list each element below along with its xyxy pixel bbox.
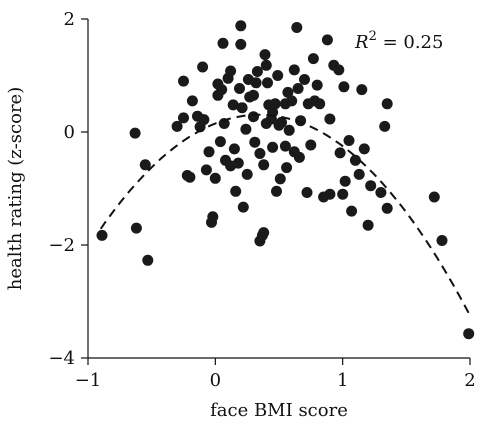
data-point bbox=[261, 60, 272, 71]
data-point bbox=[346, 206, 357, 217]
data-point bbox=[258, 227, 269, 238]
data-point bbox=[142, 255, 153, 266]
data-point bbox=[271, 186, 282, 197]
data-point bbox=[270, 98, 281, 109]
data-point bbox=[262, 77, 273, 88]
data-point bbox=[187, 95, 198, 106]
data-point bbox=[201, 164, 212, 175]
data-point bbox=[299, 74, 310, 85]
data-point bbox=[312, 80, 323, 91]
y-tick-label: 2 bbox=[64, 9, 75, 30]
data-point bbox=[260, 49, 271, 60]
data-point bbox=[463, 328, 474, 339]
data-point bbox=[363, 220, 374, 231]
data-point bbox=[294, 152, 305, 163]
data-point bbox=[335, 147, 346, 158]
data-point bbox=[324, 114, 335, 125]
data-point bbox=[267, 142, 278, 153]
data-point bbox=[238, 202, 249, 213]
data-point bbox=[230, 186, 241, 197]
data-point bbox=[251, 77, 262, 88]
data-point bbox=[210, 173, 221, 184]
data-point bbox=[235, 20, 246, 31]
r-squared-equals: = bbox=[377, 32, 404, 53]
data-point bbox=[178, 112, 189, 123]
data-point bbox=[375, 187, 386, 198]
data-point bbox=[365, 180, 376, 191]
data-point bbox=[305, 140, 316, 151]
x-axis-title: face BMI score bbox=[210, 400, 348, 421]
data-point bbox=[382, 98, 393, 109]
data-point bbox=[237, 102, 248, 113]
data-point bbox=[218, 38, 229, 49]
x-tick-label: 2 bbox=[464, 370, 475, 391]
data-point bbox=[379, 121, 390, 132]
data-point bbox=[248, 111, 259, 122]
x-tick-label: −1 bbox=[75, 370, 102, 391]
data-point bbox=[248, 90, 259, 101]
data-point bbox=[216, 84, 227, 95]
data-point bbox=[184, 172, 195, 183]
data-point bbox=[258, 159, 269, 170]
data-point bbox=[344, 135, 355, 146]
data-point bbox=[130, 128, 141, 139]
data-point bbox=[284, 125, 295, 136]
data-point bbox=[233, 158, 244, 169]
data-point bbox=[382, 203, 393, 214]
data-point bbox=[234, 83, 245, 94]
data-point bbox=[286, 95, 297, 106]
y-tick-label: −2 bbox=[48, 235, 75, 256]
data-point bbox=[302, 187, 313, 198]
data-point bbox=[429, 192, 440, 203]
data-point bbox=[314, 98, 325, 109]
data-point bbox=[338, 81, 349, 92]
data-point bbox=[354, 169, 365, 180]
data-point bbox=[356, 84, 367, 95]
data-point bbox=[252, 66, 263, 77]
data-point bbox=[131, 223, 142, 234]
data-point bbox=[242, 169, 253, 180]
data-point bbox=[235, 39, 246, 50]
data-point bbox=[308, 53, 319, 64]
data-point bbox=[254, 148, 265, 159]
data-point bbox=[249, 137, 260, 148]
r-squared-annotation: R2 = 0.25 bbox=[354, 29, 443, 53]
data-point bbox=[225, 66, 236, 77]
x-tick-label: 0 bbox=[210, 370, 221, 391]
data-point bbox=[198, 114, 209, 125]
data-point bbox=[437, 235, 448, 246]
data-point bbox=[291, 22, 302, 33]
data-point bbox=[322, 34, 333, 45]
data-point bbox=[204, 146, 215, 157]
r-squared-value: 0.25 bbox=[403, 32, 443, 53]
data-point bbox=[275, 173, 286, 184]
data-point bbox=[97, 230, 108, 241]
r-squared-symbol: R bbox=[354, 32, 369, 53]
data-points bbox=[97, 20, 475, 339]
data-point bbox=[324, 189, 335, 200]
data-point bbox=[207, 211, 218, 222]
data-point bbox=[293, 83, 304, 94]
x-tick-label: 1 bbox=[337, 370, 348, 391]
data-point bbox=[272, 70, 283, 81]
x-axis-ticks: −1 0 1 2 bbox=[75, 358, 476, 391]
y-tick-label: −4 bbox=[48, 348, 75, 369]
data-point bbox=[229, 143, 240, 154]
data-point bbox=[340, 176, 351, 187]
data-point bbox=[240, 124, 251, 135]
data-point bbox=[337, 189, 348, 200]
data-point bbox=[281, 162, 292, 173]
data-point bbox=[215, 136, 226, 147]
y-tick-label: 0 bbox=[64, 122, 75, 143]
data-point bbox=[359, 143, 370, 154]
data-point bbox=[197, 62, 208, 73]
r-squared-exponent: 2 bbox=[369, 29, 377, 44]
y-axis-ticks: −4 −2 0 2 bbox=[48, 9, 88, 369]
data-point bbox=[289, 64, 300, 75]
data-point bbox=[178, 76, 189, 87]
y-axis-title: health rating (z-score) bbox=[5, 87, 26, 290]
data-point bbox=[333, 64, 344, 75]
